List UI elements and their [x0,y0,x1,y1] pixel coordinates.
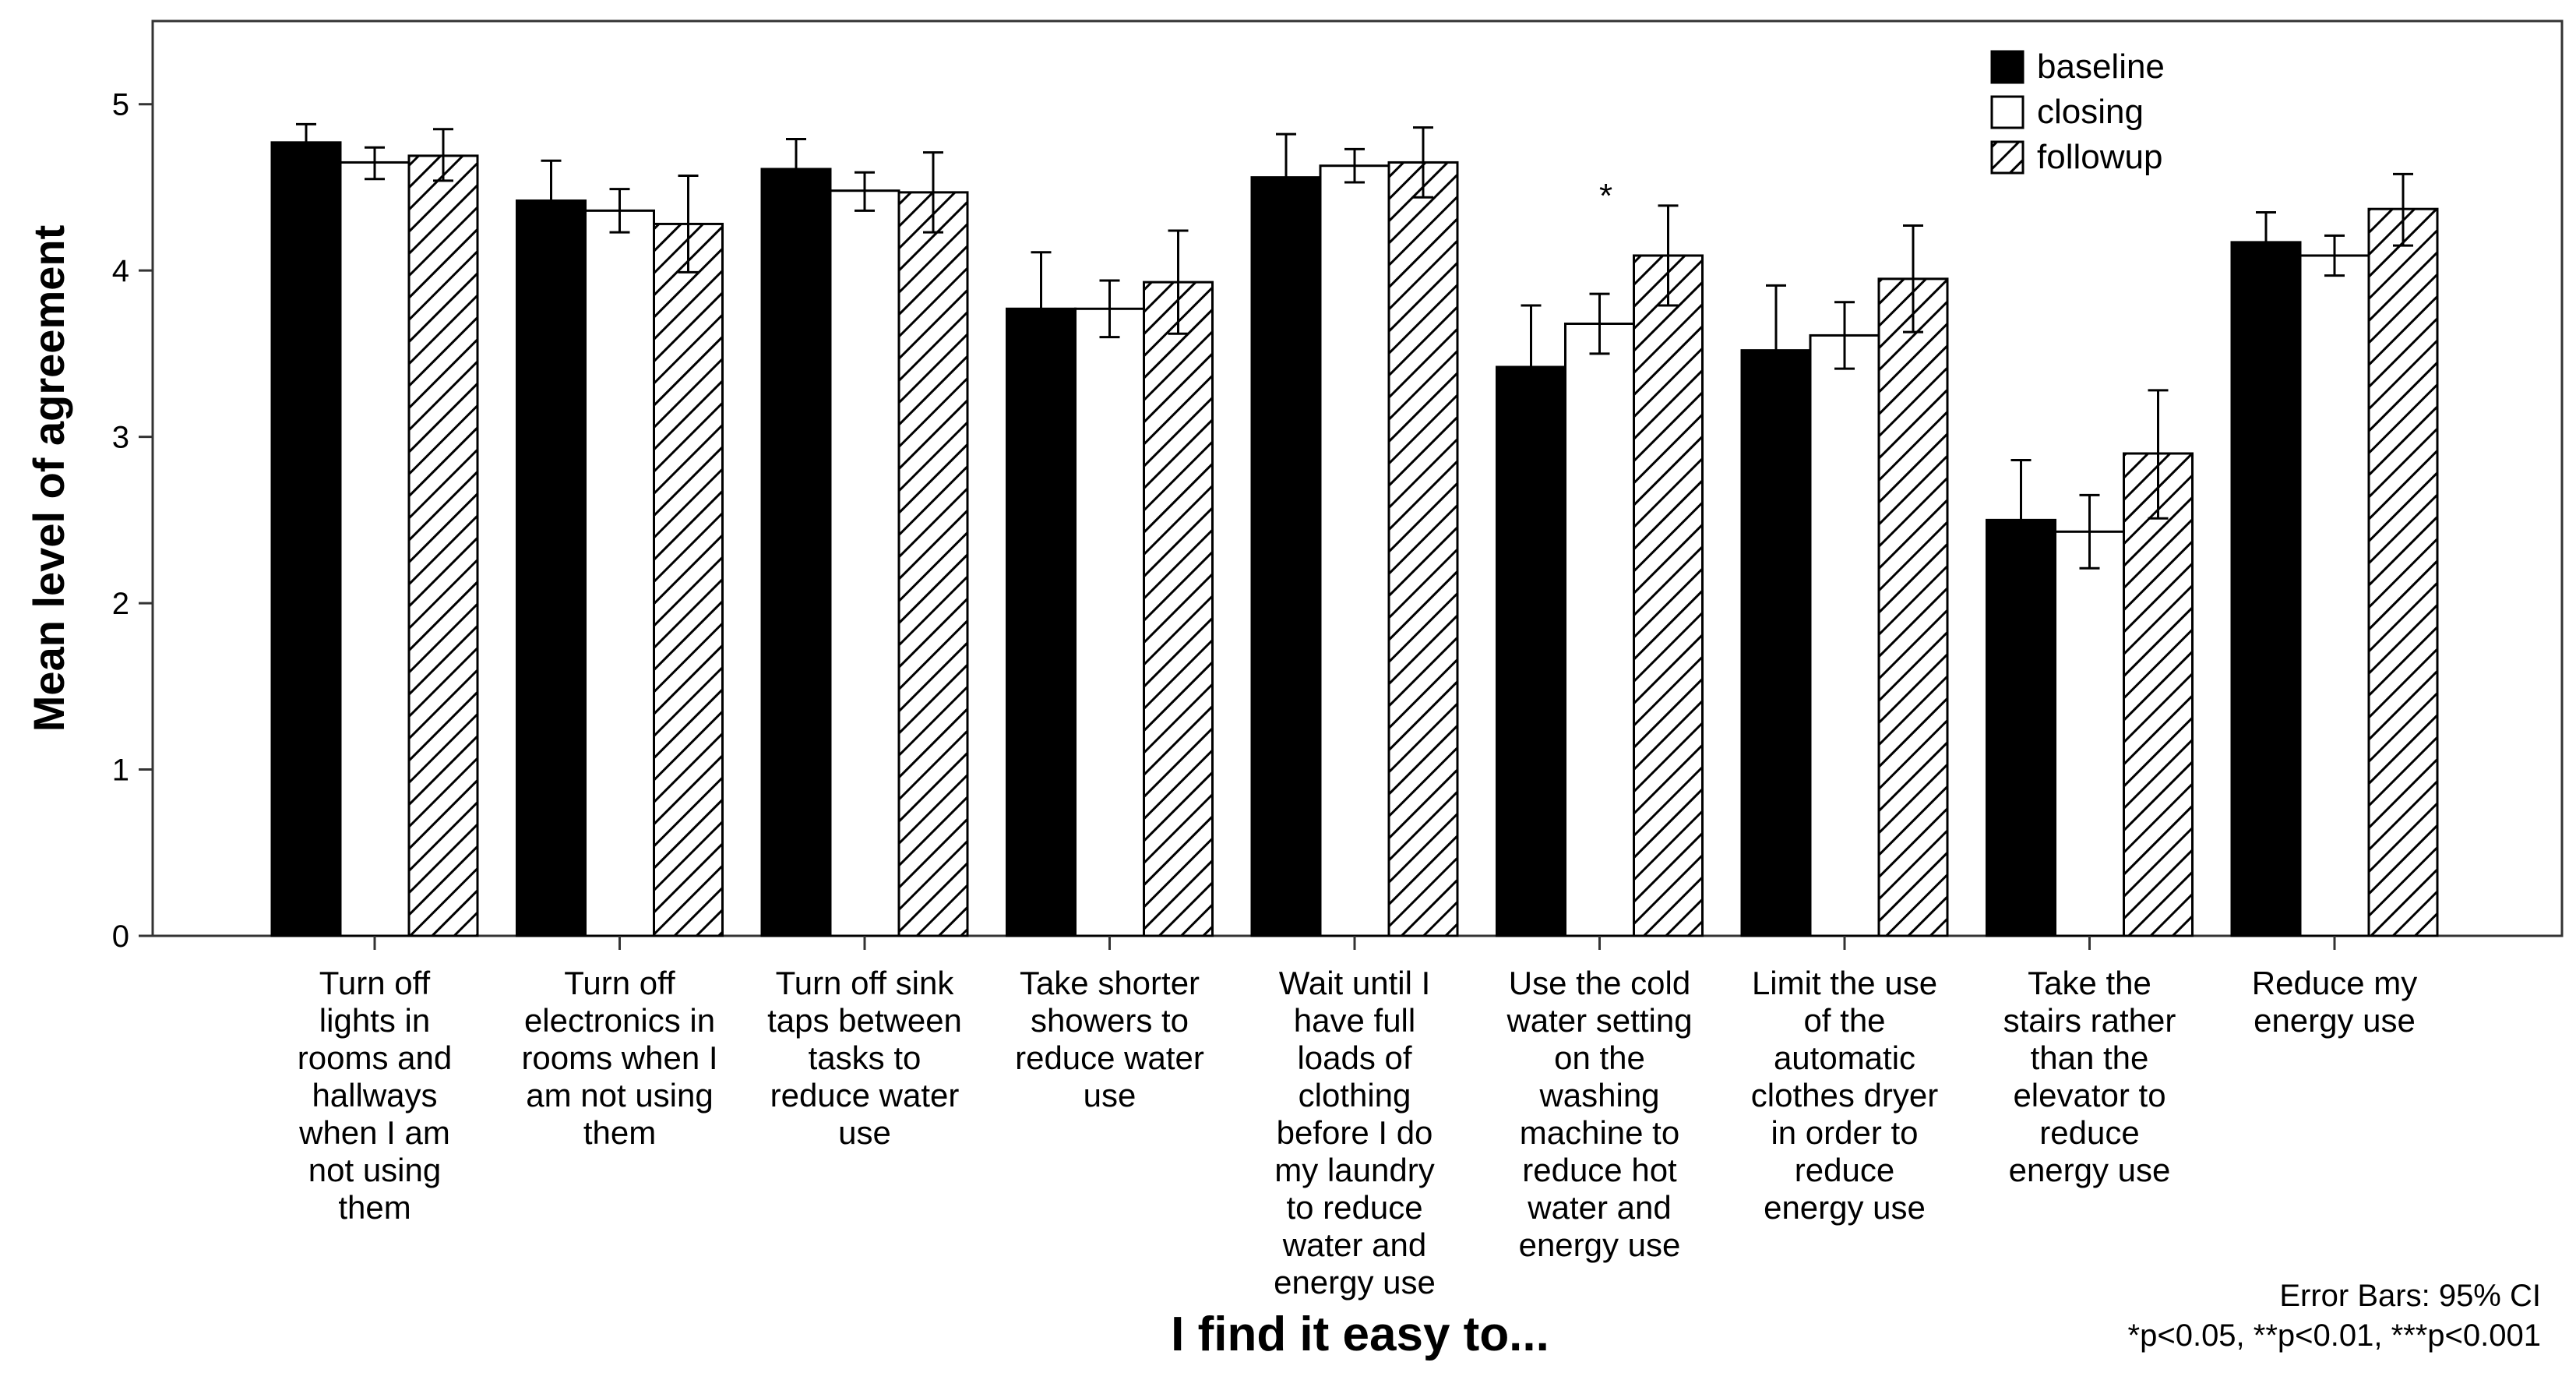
y-axis: 0 1 2 3 4 5 [112,88,153,954]
error-bar-followup [2148,389,2169,520]
bar-baseline [1006,307,1077,937]
error-bar-closing [1589,292,1610,355]
error-bar-closing [2079,493,2100,570]
error-bar-followup [433,128,453,182]
bars-group: * [270,122,2439,937]
bar-closing [1564,322,1635,937]
bar-followup [1877,277,1949,937]
bar-closing [2054,530,2125,937]
legend-label-closing: closing [2037,93,2144,131]
error-bar-followup [1168,229,1189,335]
x-category-label: Take the stairs rather than the elevator to… [2003,965,2176,1188]
bar-baseline [2230,241,2302,937]
y-tick-label: 0 [112,919,129,954]
error-bar-followup [2393,172,2413,247]
y-tick-label: 5 [112,88,129,122]
error-bar-baseline [1031,251,1052,365]
x-category-label: Turn off sink taps between tasks to reduce … [767,965,962,1151]
error-bar-closing [855,171,875,212]
bar-baseline [270,141,342,937]
legend-swatch-closing [1990,95,2025,129]
bar-followup [407,154,479,937]
error-bar-closing [1834,301,1855,370]
error-bar-baseline [296,122,316,161]
bar-baseline [516,199,587,937]
error-bar-baseline [1766,284,1786,417]
error-bar-closing [609,188,630,234]
x-category-label: Take shorter showers to reduce water use [1015,965,1204,1114]
x-axis-label: I find it easy to... [1171,1308,1549,1361]
bar-closing [1809,334,1880,937]
x-category-label: Use the cold water setting on the washing ma… [1506,965,1692,1263]
bar-closing [1074,307,1145,937]
bar-followup [1633,254,1704,937]
error-bar-followup [923,151,943,234]
error-bar-baseline [786,138,806,200]
legend-label-followup: followup [2037,138,2162,176]
error-bar-baseline [1521,304,1542,430]
bar-closing [1319,164,1390,937]
legend-swatch-baseline [1990,50,2025,84]
significance-marker: * [1599,177,1612,215]
bar-followup [2123,452,2194,937]
error-bar-followup [1903,224,1923,334]
bar-followup [653,222,724,937]
bar-followup [897,191,969,937]
bar-followup [1387,161,1459,937]
x-category-label: Limit the use of the automatic clothes drye… [1751,965,1938,1226]
y-tick-label: 2 [112,587,129,621]
error-bar-closing [1344,147,1365,184]
x-axis: Turn off lights in rooms and hallways when I… [298,936,2417,1301]
error-bars-note: Error Bars: 95% CI [2279,1279,2541,1313]
error-bar-followup [678,175,699,274]
y-tick-label: 4 [112,254,129,288]
legend-swatch-followup [1990,140,2025,175]
error-bar-baseline [1276,132,1296,221]
bar-closing [339,161,411,937]
bar-baseline [1250,176,1322,937]
error-bar-followup [1658,204,1679,307]
error-bar-baseline [2010,459,2032,578]
bar-baseline [1986,518,2056,937]
x-category-label: Turn off lights in rooms and hallways when I… [298,965,452,1226]
error-bar-baseline [2256,210,2276,274]
error-bar-closing [365,146,385,181]
bar-baseline [760,168,832,937]
error-bar-followup [1413,126,1433,199]
y-tick-label: 3 [112,421,129,455]
x-category-label: Reduce my energy use [2252,965,2417,1039]
significance-note: *p<0.05, **p<0.01, ***p<0.001 [2128,1318,2541,1353]
y-tick-label: 1 [112,754,129,788]
bar-closing [584,209,655,937]
error-bar-closing [2324,234,2345,277]
bar-closing [2299,254,2370,937]
y-axis-label: Mean level of agreement [24,225,73,732]
error-bar-closing [1099,279,1120,339]
bar-followup [1143,281,1214,937]
bar-baseline [1740,349,1812,937]
bar-closing [829,189,900,937]
bar-followup [2367,207,2439,937]
error-bar-baseline [541,159,562,244]
legend: baseline closing followup [1990,48,2165,176]
legend-label-baseline: baseline [2037,48,2165,86]
bar-baseline [1496,365,1566,937]
